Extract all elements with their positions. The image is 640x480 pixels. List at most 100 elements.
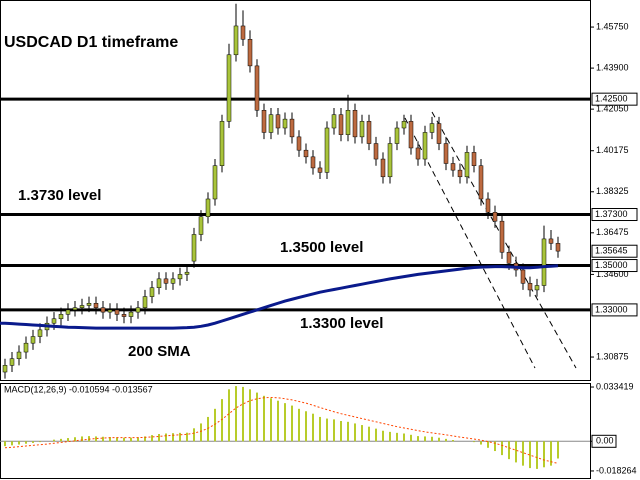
sma-line: [0, 264, 559, 330]
current-price-label: 1.35645: [595, 246, 628, 256]
level-label-box: [591, 208, 638, 222]
level-annotation: 1.3300 level: [300, 315, 383, 332]
candle-body: [478, 165, 484, 200]
level-annotation: 1.3500 level: [280, 239, 363, 256]
candle-body: [93, 302, 99, 308]
candle-body: [2, 365, 8, 373]
chart-title: USDCAD D1 timeframe: [4, 34, 178, 51]
candle-body: [345, 110, 351, 135]
candle-body: [506, 251, 512, 264]
candle-body: [429, 123, 435, 133]
y-tick-label: 0.00: [596, 436, 614, 446]
macd-title: MACD(12,26,9) -0.010594 -0.013567: [4, 384, 153, 394]
candle-body: [366, 121, 372, 144]
candle-body: [247, 39, 253, 67]
level-label-box: [591, 303, 638, 317]
candle-body: [555, 243, 561, 252]
candle-body: [184, 271, 190, 275]
candle-body: [128, 311, 134, 317]
level-label: 1.35000: [595, 260, 628, 270]
candle-body: [380, 158, 386, 178]
candle-body: [520, 269, 526, 284]
candle-body: [548, 238, 554, 244]
candle-body: [30, 336, 36, 344]
candle-body: [331, 114, 337, 129]
candle-body: [37, 329, 43, 337]
macd-panel: [0, 383, 591, 479]
candle-body: [422, 132, 428, 160]
candle-body: [72, 307, 78, 311]
y-tick-label: 1.43900: [596, 62, 629, 72]
channel-line: [404, 117, 536, 369]
candle-body: [492, 212, 498, 222]
candle-body: [212, 165, 218, 200]
candle-body: [310, 156, 316, 169]
candle-body: [534, 285, 540, 291]
candle-body: [324, 127, 330, 173]
candle-body: [198, 216, 204, 235]
candle-body: [261, 110, 267, 133]
candle-body: [359, 121, 365, 138]
candle-body: [9, 358, 15, 366]
zero-label-box: [591, 434, 617, 448]
y-tick-label: 1.30875: [596, 351, 629, 361]
candle-body: [205, 198, 211, 217]
candle-body: [191, 234, 197, 262]
current-price-box: [591, 244, 638, 258]
level-label: 1.42500: [595, 94, 628, 104]
candle-body: [114, 309, 120, 315]
candle-body: [450, 163, 456, 171]
y-tick-label: 1.42050: [596, 104, 629, 114]
candle-body: [65, 309, 71, 315]
candle-body: [373, 143, 379, 160]
y-tick-label: 1.40175: [596, 145, 629, 155]
y-tick-label: -0.018264: [596, 465, 637, 475]
candle-body: [387, 143, 393, 178]
candle-body: [415, 147, 421, 160]
candle-body: [254, 65, 260, 111]
candle-body: [233, 25, 239, 56]
level-label-box: [591, 259, 638, 273]
candle-body: [58, 314, 64, 320]
candle-body: [156, 278, 162, 288]
price-panel: [0, 0, 591, 381]
candle-body: [240, 25, 246, 40]
sma-label: 200 SMA: [128, 343, 191, 360]
candle-body: [100, 307, 106, 313]
candle-body: [282, 118, 288, 129]
candle-body: [289, 118, 295, 138]
candle-body: [457, 169, 463, 178]
y-tick-label: 1.36475: [596, 227, 629, 237]
candle-body: [401, 121, 407, 129]
candle-body: [408, 121, 414, 149]
candle-body: [436, 123, 442, 144]
candle-body: [79, 305, 85, 308]
candle-body: [541, 238, 547, 286]
candle-body: [107, 309, 113, 313]
candle-body: [485, 198, 491, 213]
candle-body: [142, 296, 148, 308]
candle-body: [317, 167, 323, 173]
signal-line: [4, 396, 559, 464]
candle-body: [296, 136, 302, 151]
candle-body: [177, 274, 183, 280]
candle-body: [268, 114, 274, 133]
y-tick-label: 0.033419: [596, 381, 634, 391]
candle-body: [527, 283, 533, 291]
candle-body: [219, 121, 225, 166]
candle-body: [51, 318, 57, 324]
candle-body: [121, 314, 127, 317]
candle-body: [149, 287, 155, 297]
candle-body: [443, 143, 449, 164]
candle-body: [499, 220, 505, 253]
y-tick-label: 1.34600: [596, 269, 629, 279]
candle-body: [394, 127, 400, 144]
candle-body: [352, 110, 358, 138]
candle-body: [226, 54, 232, 122]
candle-body: [86, 302, 92, 306]
candle-body: [170, 278, 176, 284]
candle-body: [163, 278, 169, 284]
level-annotation: 1.3730 level: [18, 187, 101, 204]
level-label: 1.33000: [595, 304, 628, 314]
